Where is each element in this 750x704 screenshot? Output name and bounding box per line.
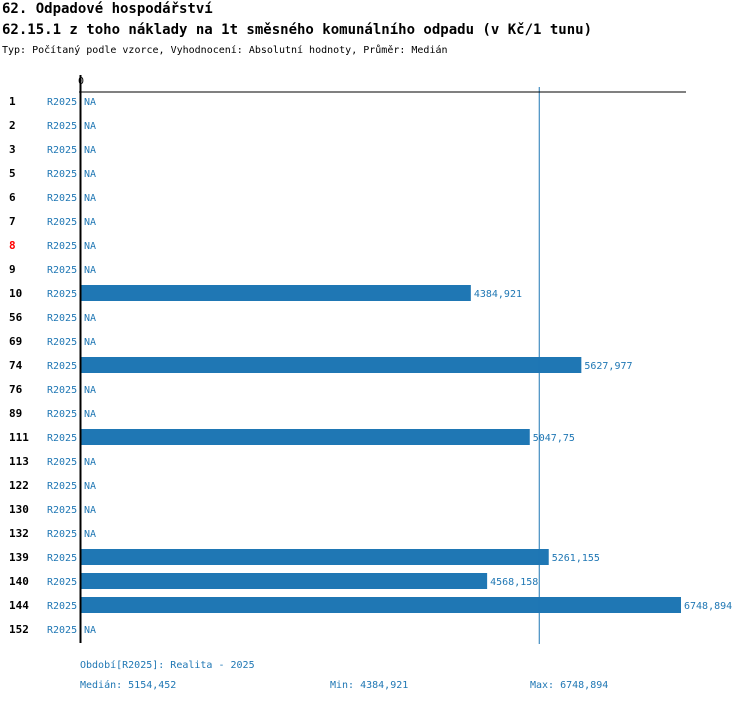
bar [81,597,681,613]
category-label: 5 [9,167,16,180]
series-label: R2025 [47,433,77,444]
data-label: 5047,75 [533,433,575,444]
category-label: 74 [9,359,23,372]
category-label: 1 [9,95,16,108]
category-label: 140 [9,575,29,588]
series-label: R2025 [47,361,77,372]
data-label: 4568,158 [490,577,538,588]
category-label: 7 [9,215,16,228]
series-label: R2025 [47,505,77,516]
category-label: 139 [9,551,29,564]
na-label: NA [84,625,96,636]
bar [81,285,471,301]
series-label: R2025 [47,97,77,108]
data-label: 5261,155 [552,553,600,564]
na-label: NA [84,457,96,468]
series-label: R2025 [47,241,77,252]
category-label: 152 [9,623,29,636]
bar [81,549,549,565]
data-label: 6748,894 [684,601,732,612]
na-label: NA [84,169,96,180]
series-label: R2025 [47,577,77,588]
series-label: R2025 [47,121,77,132]
series-label: R2025 [47,337,77,348]
median-stat: Medián: 5154,452 [80,680,177,691]
na-label: NA [84,313,96,324]
category-label: 122 [9,479,29,492]
data-label: 5627,977 [584,361,632,372]
category-label: 76 [9,383,23,396]
category-label: 8 [9,239,16,252]
series-label: R2025 [47,625,77,636]
na-label: NA [84,217,96,228]
category-label: 111 [9,431,29,444]
chart-title: 62.15.1 z toho náklady na 1t směsného ko… [2,22,593,38]
na-label: NA [84,505,96,516]
period-legend: Období[R2025]: Realita - 2025 [80,660,255,671]
data-label: 4384,921 [474,289,522,300]
series-label: R2025 [47,409,77,420]
series-label: R2025 [47,265,77,276]
series-label: R2025 [47,313,77,324]
na-label: NA [84,265,96,276]
category-label: 89 [9,407,22,420]
category-label: 9 [9,263,16,276]
category-label: 2 [9,119,16,132]
na-label: NA [84,529,96,540]
series-label: R2025 [47,601,77,612]
series-label: R2025 [47,289,77,300]
category-label: 10 [9,287,22,300]
na-label: NA [84,481,96,492]
category-label: 144 [9,599,29,612]
series-label: R2025 [47,457,77,468]
na-label: NA [84,121,96,132]
na-label: NA [84,337,96,348]
na-label: NA [84,193,96,204]
category-label: 3 [9,143,16,156]
max-stat: Max: 6748,894 [530,680,609,691]
series-label: R2025 [47,193,77,204]
series-label: R2025 [47,481,77,492]
page-title: 62. Odpadové hospodářství [2,1,213,17]
min-stat: Min: 4384,921 [330,680,409,691]
series-label: R2025 [47,217,77,228]
na-label: NA [84,97,96,108]
category-label: 6 [9,191,16,204]
category-label: 69 [9,335,22,348]
series-label: R2025 [47,529,77,540]
bar [81,357,582,373]
na-label: NA [84,241,96,252]
category-label: 132 [9,527,29,540]
category-label: 130 [9,503,29,516]
category-label: 113 [9,455,29,468]
bar [81,429,530,445]
series-label: R2025 [47,169,77,180]
category-label: 56 [9,311,23,324]
bar [81,573,488,589]
na-label: NA [84,409,96,420]
series-label: R2025 [47,553,77,564]
chart-type-info: Typ: Počítaný podle vzorce, Vyhodnocení:… [2,45,448,56]
series-label: R2025 [47,385,77,396]
na-label: NA [84,385,96,396]
bar-chart: 01R2025NA2R2025NA3R2025NA5R2025NA6R2025N… [9,75,732,644]
na-label: NA [84,145,96,156]
series-label: R2025 [47,145,77,156]
